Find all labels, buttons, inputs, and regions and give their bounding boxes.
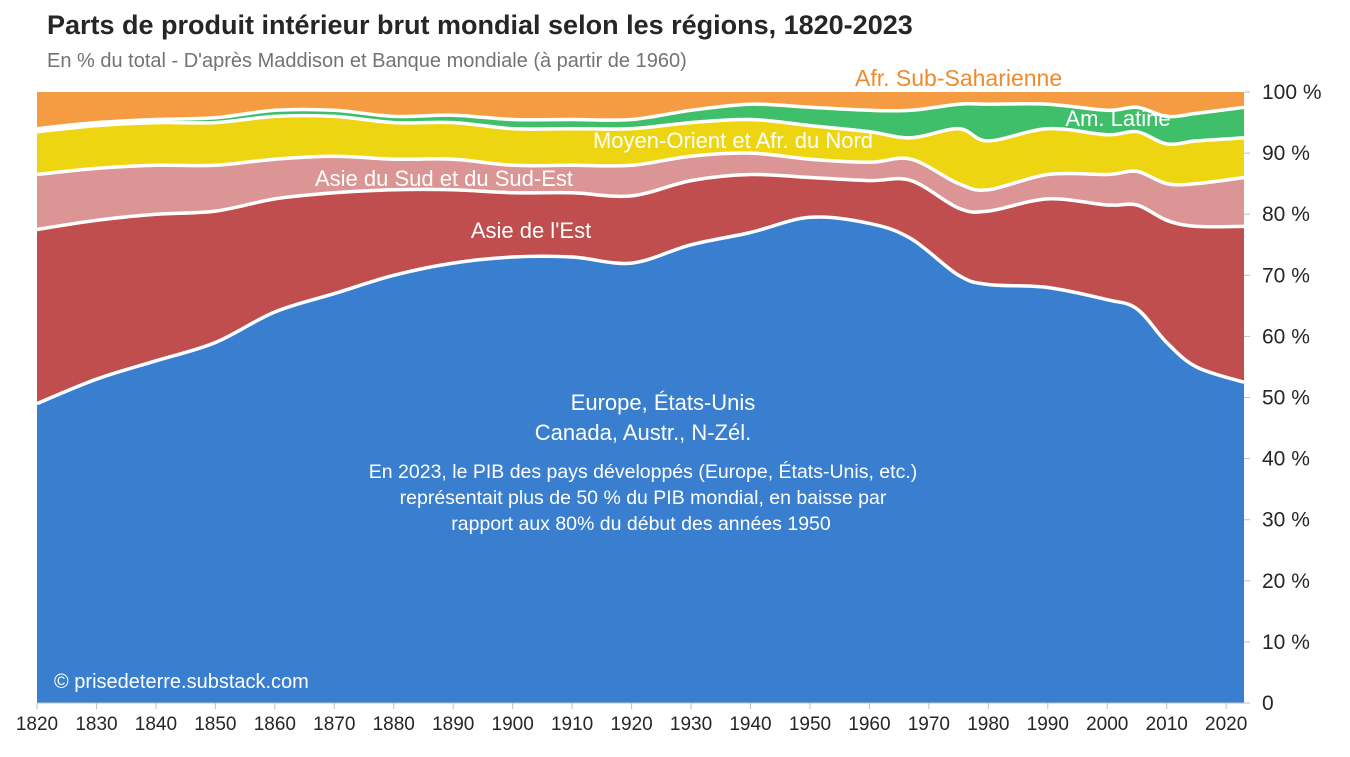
x-tick-label: 1880 bbox=[373, 714, 415, 735]
area-asie-de-l-est bbox=[37, 174, 1244, 404]
x-tick-label: 1940 bbox=[729, 714, 771, 735]
x-tick-label: 2000 bbox=[1086, 714, 1128, 735]
label-afr-sub-saharienne: Afr. Sub-Saharienne bbox=[855, 65, 1062, 91]
chart-title: Parts de produit intérieur brut mondial … bbox=[47, 10, 913, 40]
x-tick-label: 1840 bbox=[135, 714, 177, 735]
x-tick-label: 1920 bbox=[610, 714, 652, 735]
y-tick-label: 100 % bbox=[1262, 81, 1322, 104]
divider-line bbox=[36, 102, 1245, 131]
x-tick-label: 1990 bbox=[1027, 714, 1069, 735]
area-asie-du-sud-et-du-sud-est bbox=[37, 153, 1244, 230]
x-tick-label: 1930 bbox=[670, 714, 712, 735]
y-tick-label: 60 % bbox=[1262, 325, 1310, 348]
y-tick-label: 70 % bbox=[1262, 264, 1310, 287]
y-tick-label: 80 % bbox=[1262, 203, 1310, 226]
x-tick-label: 1870 bbox=[313, 714, 355, 735]
area-layers bbox=[37, 92, 1244, 703]
label-moyen-orient: Moyen-Orient et Afr. du Nord bbox=[593, 128, 873, 153]
x-tick-label: 1900 bbox=[492, 714, 534, 735]
divider-line bbox=[36, 172, 1245, 232]
divider-line bbox=[36, 113, 1245, 147]
note-line-2: représentait plus de 50 % du PIB mondial… bbox=[400, 487, 887, 509]
note-line-1: En 2023, le PIB des pays développés (Eur… bbox=[369, 460, 917, 483]
y-tick-label: 30 % bbox=[1262, 509, 1310, 532]
source-credit: © prisedeterre.substack.com bbox=[54, 671, 309, 693]
note-line-3: rapport aux 80% du début des années 1950 bbox=[451, 513, 831, 535]
label-asie-est: Asie de l'Est bbox=[471, 218, 591, 243]
divider-line bbox=[36, 215, 1245, 406]
y-tick-label: 50 % bbox=[1262, 387, 1310, 410]
x-tick-label: 2020 bbox=[1205, 714, 1247, 735]
chart-subtitle: En % du total - D'après Maddison et Banq… bbox=[47, 50, 687, 72]
y-tick-label: 20 % bbox=[1262, 570, 1310, 593]
y-tick-label: 10 % bbox=[1262, 631, 1310, 654]
y-tick-label: 0 bbox=[1262, 692, 1274, 715]
label-am-latine: Am. Latine bbox=[1065, 106, 1170, 131]
x-tick-label: 1820 bbox=[16, 714, 58, 735]
divider-line bbox=[36, 151, 1245, 192]
area-am-latine bbox=[37, 103, 1244, 145]
x-axis: 1820 1830 1840 1850 1860 1870 1880 1890 1900 1910… bbox=[16, 702, 1247, 735]
label-asie-sud: Asie du Sud et du Sud-Est bbox=[315, 166, 573, 191]
area-afr-sub-saharienne bbox=[37, 92, 1244, 129]
x-tick-label: 1970 bbox=[908, 714, 950, 735]
y-axis: 0 10 % 20 % 30 % 40 % 50 % 60 % 70 % 80 % 90 % 100… bbox=[1244, 81, 1322, 715]
series-dividers bbox=[36, 102, 1245, 406]
area-moyen-orient-et-afr-du-nord bbox=[37, 115, 1244, 191]
x-tick-label: 1960 bbox=[848, 714, 890, 735]
x-tick-label: 1850 bbox=[194, 714, 236, 735]
label-europe-line1: Europe, États-Unis bbox=[571, 390, 756, 415]
y-tick-label: 40 % bbox=[1262, 448, 1310, 471]
x-tick-label: 1890 bbox=[432, 714, 474, 735]
label-europe-line2: Canada, Austr., N-Zél. bbox=[535, 420, 751, 445]
x-tick-label: 1950 bbox=[789, 714, 831, 735]
x-tick-label: 1860 bbox=[254, 714, 296, 735]
area-europe-tats-unis-canada-austr-n-z-l- bbox=[37, 216, 1244, 703]
x-tick-label: 1830 bbox=[75, 714, 117, 735]
x-tick-label: 1980 bbox=[967, 714, 1009, 735]
y-tick-label: 90 % bbox=[1262, 142, 1310, 165]
x-tick-label: 2010 bbox=[1146, 714, 1188, 735]
x-tick-label: 1910 bbox=[551, 714, 593, 735]
